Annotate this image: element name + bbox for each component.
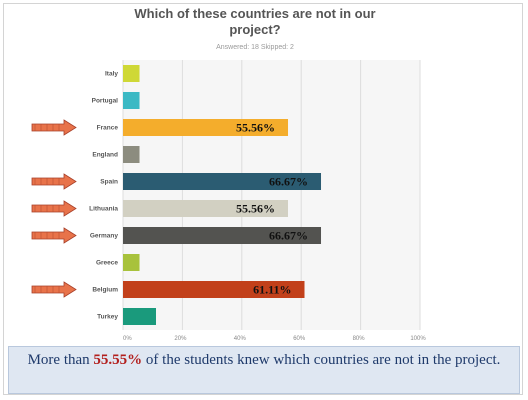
data-label: 66.67% xyxy=(269,229,308,243)
bar-spain xyxy=(123,173,322,190)
bar-turkey xyxy=(123,308,156,325)
arrow-icon xyxy=(31,281,77,298)
bar-portugal xyxy=(123,92,140,109)
x-tick-label: 0% xyxy=(123,336,132,342)
arrow-icon xyxy=(31,200,77,217)
arrow-icon xyxy=(31,173,77,190)
category-label: Greece xyxy=(96,260,118,267)
caption-prefix: More than xyxy=(27,352,94,368)
category-label: Belgium xyxy=(92,287,118,294)
caption-suffix: of the students knew which countries are… xyxy=(142,352,501,368)
bar-england xyxy=(123,146,140,163)
x-tick-labels: 0% 20% 40% 60% 80% 100% xyxy=(123,336,426,342)
x-tick-label: 40% xyxy=(234,336,247,342)
data-label: 66.67% xyxy=(269,175,308,189)
bar-greece xyxy=(123,254,140,271)
caption-box: More than 55.55% of the students knew wh… xyxy=(8,346,520,394)
chart-subtitle: Answered: 18 Skipped: 2 xyxy=(216,44,294,51)
category-label: Portugal xyxy=(92,98,119,105)
category-label: Italy xyxy=(105,71,118,78)
data-labels: 55.56% 66.67% 55.56% 66.67% 61.11% xyxy=(236,121,308,297)
chart-title: Which of these countries are not in our … xyxy=(134,6,376,37)
data-label: 55.56% xyxy=(236,202,275,216)
data-label: 55.56% xyxy=(236,121,275,135)
arrow-markers xyxy=(31,119,77,298)
bar-italy xyxy=(123,65,140,82)
x-tick-label: 60% xyxy=(293,336,306,342)
category-label: Lithuania xyxy=(89,206,118,213)
category-labels: Italy Portugal France England Spain Lithuania… xyxy=(89,71,118,321)
data-label: 61.11% xyxy=(253,283,291,297)
bar-germany xyxy=(123,227,322,244)
bar-belgium xyxy=(123,281,305,298)
category-label: Turkey xyxy=(97,314,118,321)
bar-lithuania xyxy=(123,200,289,217)
bar-chart: Italy Portugal France England Spain Lithuania… xyxy=(31,60,426,342)
category-label: Spain xyxy=(100,179,118,186)
arrow-icon xyxy=(31,119,77,136)
arrow-icon xyxy=(31,227,77,244)
category-label: France xyxy=(97,125,119,132)
bar-france xyxy=(123,119,289,136)
x-tick-label: 100% xyxy=(410,336,426,342)
x-tick-label: 20% xyxy=(174,336,187,342)
bars xyxy=(123,65,322,325)
category-label: Germany xyxy=(90,233,119,240)
category-label: England xyxy=(92,152,118,159)
slide-frame xyxy=(3,3,523,395)
x-tick-label: 80% xyxy=(353,336,366,342)
caption-highlight: 55.55% xyxy=(93,352,143,368)
